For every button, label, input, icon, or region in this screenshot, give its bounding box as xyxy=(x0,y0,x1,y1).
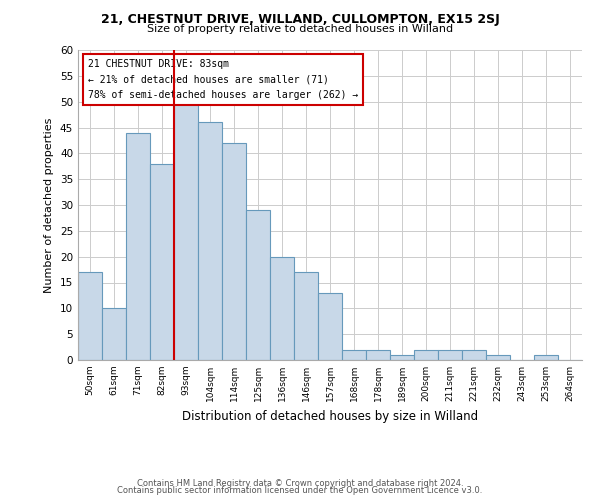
Bar xyxy=(222,143,246,360)
Text: 21, CHESTNUT DRIVE, WILLAND, CULLOMPTON, EX15 2SJ: 21, CHESTNUT DRIVE, WILLAND, CULLOMPTON,… xyxy=(101,12,499,26)
Bar xyxy=(414,350,438,360)
Text: Contains HM Land Registry data © Crown copyright and database right 2024.: Contains HM Land Registry data © Crown c… xyxy=(137,478,463,488)
Bar xyxy=(534,355,558,360)
Bar xyxy=(318,293,342,360)
Bar xyxy=(78,272,102,360)
Text: 21 CHESTNUT DRIVE: 83sqm
← 21% of detached houses are smaller (71)
78% of semi-d: 21 CHESTNUT DRIVE: 83sqm ← 21% of detach… xyxy=(88,60,358,100)
Bar xyxy=(294,272,318,360)
Bar xyxy=(150,164,174,360)
Bar xyxy=(174,102,198,360)
Bar xyxy=(126,132,150,360)
Bar xyxy=(390,355,414,360)
Bar xyxy=(462,350,486,360)
Text: Contains public sector information licensed under the Open Government Licence v3: Contains public sector information licen… xyxy=(118,486,482,495)
Bar xyxy=(342,350,366,360)
Text: Size of property relative to detached houses in Willand: Size of property relative to detached ho… xyxy=(147,24,453,34)
Y-axis label: Number of detached properties: Number of detached properties xyxy=(44,118,55,292)
X-axis label: Distribution of detached houses by size in Willand: Distribution of detached houses by size … xyxy=(182,410,478,422)
Bar xyxy=(102,308,126,360)
Bar xyxy=(486,355,510,360)
Bar xyxy=(246,210,270,360)
Bar xyxy=(438,350,462,360)
Bar xyxy=(366,350,390,360)
Bar xyxy=(270,256,294,360)
Bar xyxy=(198,122,222,360)
